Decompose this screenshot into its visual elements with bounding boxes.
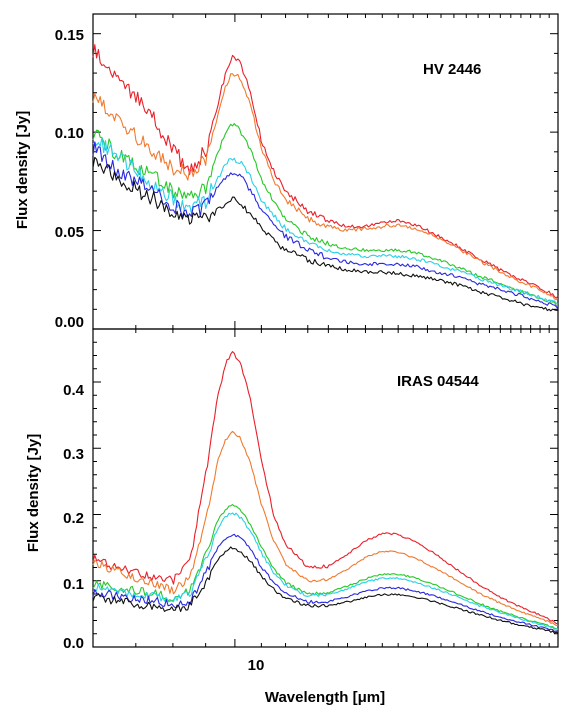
panel-top-ytick-label: 0.00: [55, 314, 84, 331]
spectrum-line: [92, 156, 558, 312]
spectrum-line: [92, 351, 559, 625]
panel-top-ytick-label: 0.15: [55, 27, 84, 44]
spectrum-line: [92, 123, 559, 306]
panel-bottom-xtick-label: 10: [248, 657, 265, 674]
spectrum-line: [92, 137, 559, 305]
panel-bottom-ylabel: Flux density [Jy]: [25, 434, 42, 552]
panel-top-ytick-label: 0.10: [55, 125, 84, 142]
spectrum-line: [92, 430, 559, 627]
panel-top-ylabel: Flux density [Jy]: [14, 111, 31, 229]
panel-bottom-ytick-label: 0.0: [63, 635, 84, 652]
panel-bottom-ytick-label: 0.3: [63, 446, 84, 463]
panel-top-series: [92, 44, 559, 312]
panel-top: HV 2446 Flux density [Jy] 0.00 0.05 0.10…: [14, 13, 559, 331]
panel-bottom: IRAS 04544 Flux density [Jy] 0.0 0.1 0.2…: [25, 328, 559, 706]
spectrum-line: [92, 546, 559, 634]
panel-bottom-ytick-labels: 0.0 0.1 0.2 0.3 0.4: [63, 382, 85, 652]
panel-bottom-ytick-label: 0.4: [63, 382, 85, 399]
panel-top-ytick-labels: 0.00 0.05 0.10 0.15: [55, 27, 84, 331]
panel-top-label: HV 2446: [423, 61, 481, 78]
panel-bottom-ticks: [92, 328, 559, 648]
spectrum-line: [92, 73, 559, 301]
panel-bottom-ytick-label: 0.2: [63, 510, 84, 527]
spectrum-line: [92, 533, 559, 633]
panel-bottom-frame: [92, 328, 559, 648]
panel-top-ytick-label: 0.05: [55, 224, 84, 241]
spectrum-line: [92, 504, 559, 631]
spectrum-line: [92, 44, 559, 299]
panel-bottom-series: [92, 351, 559, 634]
panel-bottom-label: IRAS 04544: [397, 373, 479, 390]
panel-bottom-xlabel: Wavelength [μm]: [265, 689, 385, 706]
panel-bottom-ytick-label: 0.1: [63, 576, 84, 593]
spectrum-line: [92, 141, 559, 310]
spectrum-line: [92, 512, 559, 630]
